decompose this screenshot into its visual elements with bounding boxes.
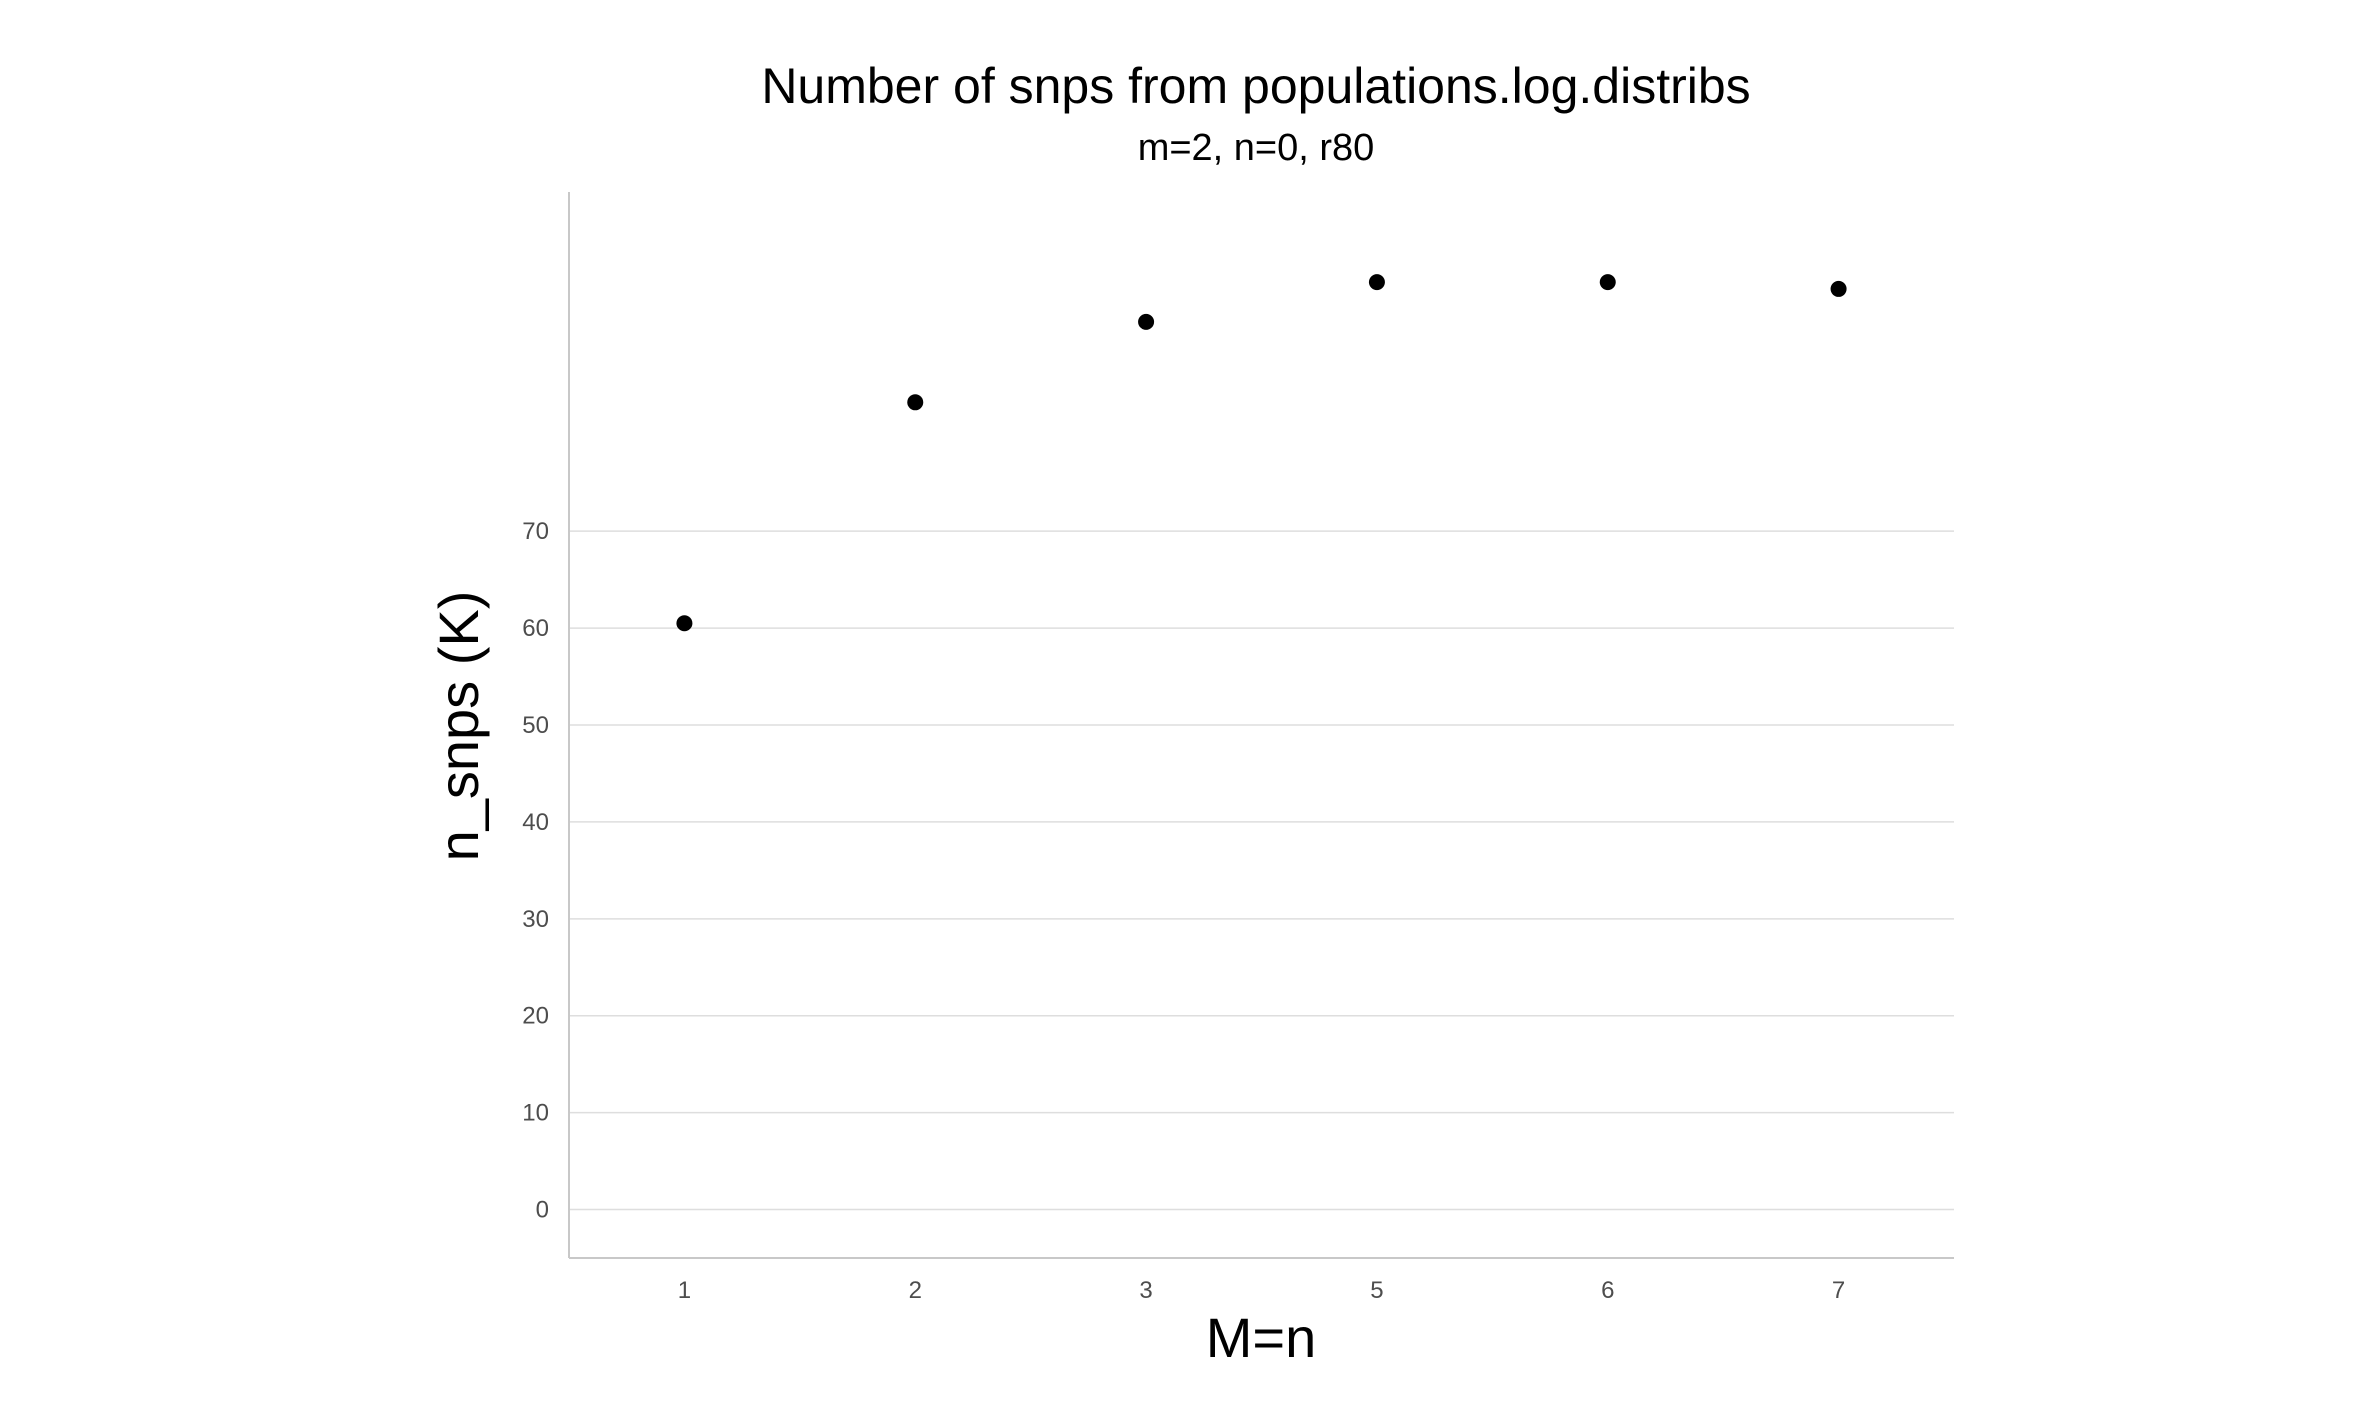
x-tick-label: 2 — [909, 1277, 922, 1304]
data-point — [907, 394, 924, 411]
x-tick-label: 3 — [1139, 1277, 1152, 1304]
x-tick-label: 1 — [678, 1277, 691, 1304]
data-point — [676, 615, 693, 632]
y-tick-label: 0 — [536, 1197, 549, 1224]
data-point — [1599, 274, 1616, 291]
chart-title: Number of snps from populations.log.dist… — [761, 58, 1750, 114]
x-tick-label: 5 — [1370, 1277, 1383, 1304]
data-point — [1368, 274, 1385, 291]
y-tick-label: 20 — [522, 1003, 549, 1030]
y-tick-label: 70 — [522, 518, 549, 545]
gridlines — [569, 530, 1954, 1211]
y-tick-label: 40 — [522, 809, 549, 836]
y-tick-label: 50 — [522, 712, 549, 739]
x-tick-label: 7 — [1832, 1277, 1845, 1304]
x-tick-label: 6 — [1601, 1277, 1614, 1304]
y-tick-label: 10 — [522, 1100, 549, 1127]
y-tick-label: 60 — [522, 615, 549, 642]
data-point — [1138, 313, 1155, 330]
data-points — [676, 274, 1847, 632]
y-axis-title: n_snps (K) — [427, 591, 490, 862]
chart-subtitle: m=2, n=0, r80 — [1138, 127, 1375, 169]
x-axis-title: M=n — [1206, 1306, 1317, 1369]
y-tick-labels: 0 10 20 30 40 50 60 70 — [522, 518, 549, 1223]
axes — [568, 192, 1954, 1259]
x-tick-labels: 1 2 3 5 6 7 — [678, 1277, 1846, 1304]
y-tick-label: 30 — [522, 906, 549, 933]
data-point — [1830, 280, 1847, 297]
